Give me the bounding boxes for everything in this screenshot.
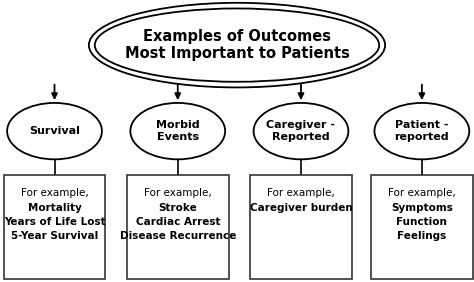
Ellipse shape [374,103,469,159]
Text: Mortality
Years of Life Lost
5-Year Survival: Mortality Years of Life Lost 5-Year Surv… [4,203,105,241]
Text: Stroke
Cardiac Arrest
Disease Recurrence: Stroke Cardiac Arrest Disease Recurrence [119,203,236,241]
Ellipse shape [7,103,102,159]
Text: For example,: For example, [21,188,88,197]
Text: Examples of Outcomes
Most Important to Patients: Examples of Outcomes Most Important to P… [125,29,349,61]
Ellipse shape [95,8,379,82]
Text: Morbid
Events: Morbid Events [156,120,200,142]
Text: Survival: Survival [29,126,80,136]
Text: Caregiver -
Reported: Caregiver - Reported [266,120,336,142]
FancyBboxPatch shape [127,175,228,279]
Text: For example,: For example, [267,188,335,197]
Text: Caregiver burden: Caregiver burden [250,203,352,213]
FancyBboxPatch shape [371,175,473,279]
Ellipse shape [254,103,348,159]
FancyBboxPatch shape [4,175,105,279]
Text: Patient -
reported: Patient - reported [394,120,449,142]
Ellipse shape [130,103,225,159]
FancyBboxPatch shape [250,175,352,279]
Text: For example,: For example, [388,188,456,197]
Ellipse shape [89,3,385,87]
Text: For example,: For example, [144,188,211,197]
Text: Symptoms
Function
Feelings: Symptoms Function Feelings [391,203,453,241]
